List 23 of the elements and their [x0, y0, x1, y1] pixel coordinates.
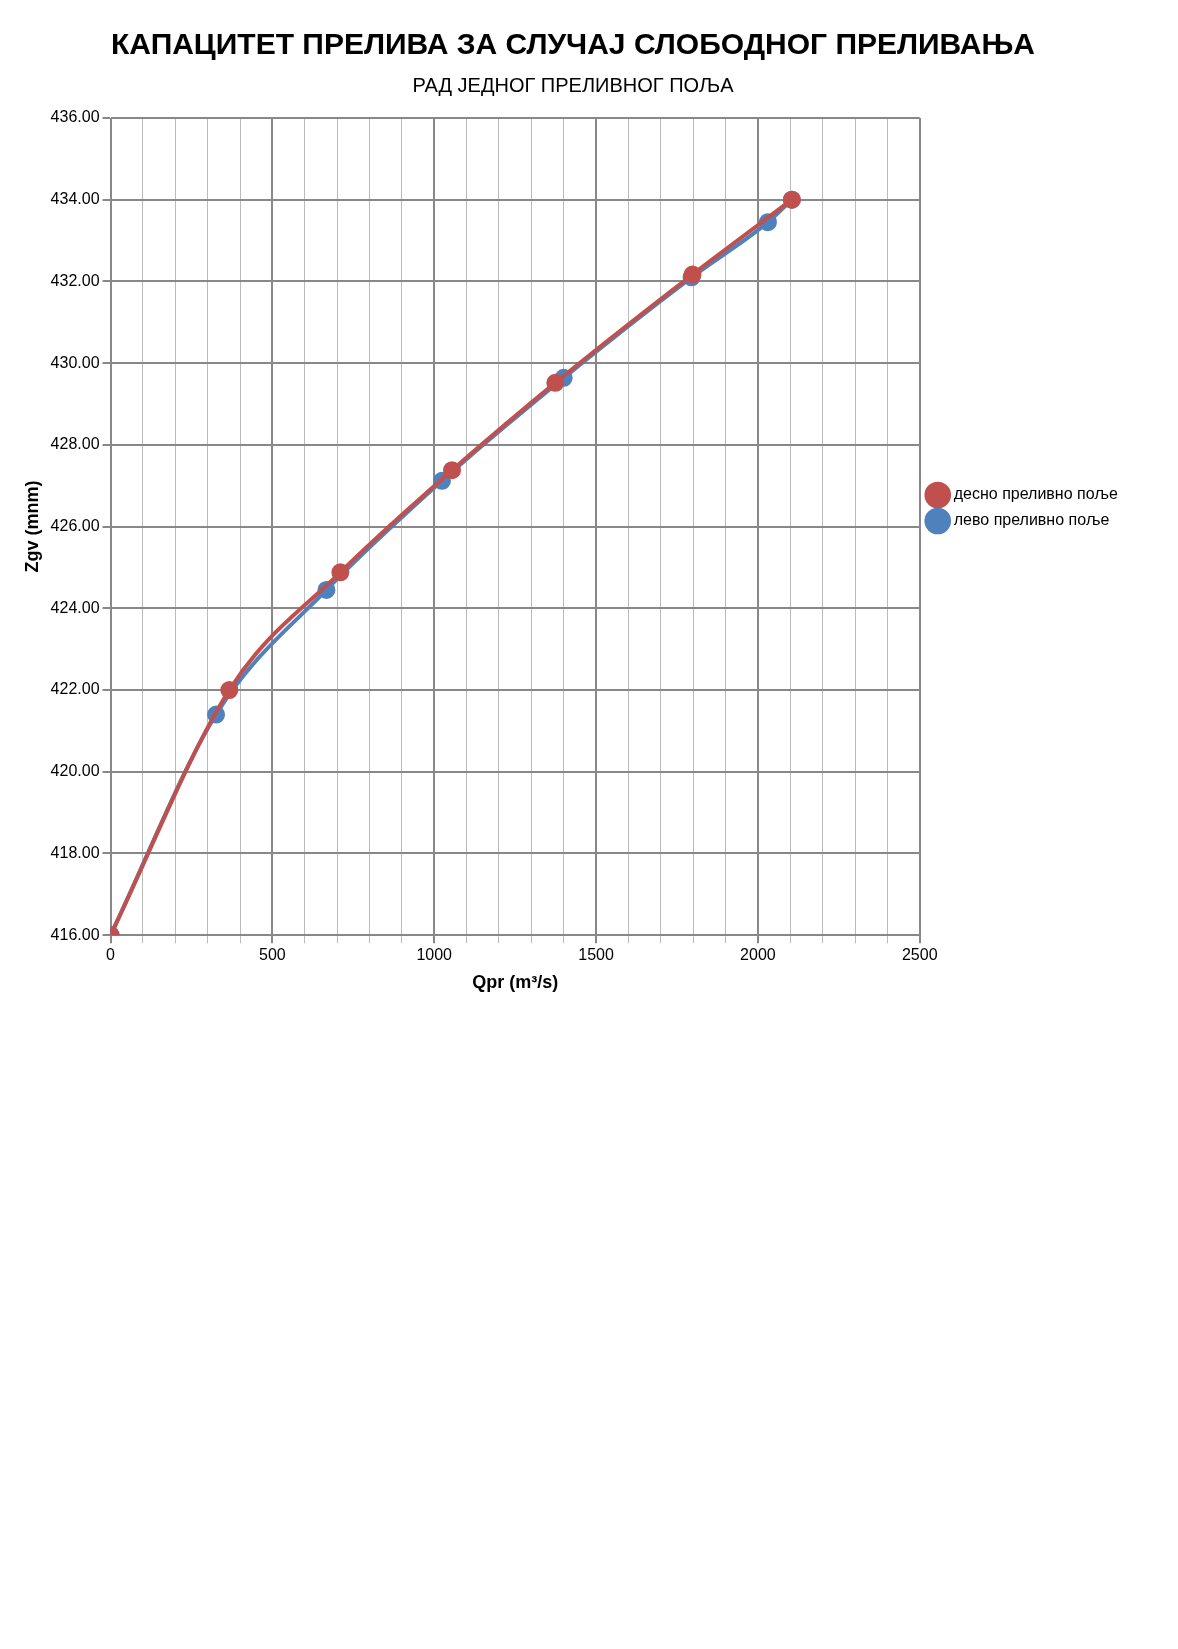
y-tick-label: 430.00	[50, 353, 100, 371]
y-tick-label: 434.00	[50, 190, 100, 208]
y-tick-label: 436.00	[50, 108, 100, 126]
legend-label: лево преливно поље	[953, 511, 1110, 529]
y-tick-label: 428.00	[50, 435, 100, 453]
x-tick-label: 1000	[416, 946, 453, 964]
y-tick-label: 422.00	[50, 680, 100, 698]
y-tick-label: 420.00	[50, 762, 100, 780]
legend-label: десно преливно поље	[953, 485, 1119, 503]
y-tick-label: 418.00	[50, 843, 100, 861]
x-tick-label: 2500	[901, 946, 938, 964]
y-tick-label: 426.00	[50, 517, 100, 535]
x-tick-label: 500	[259, 946, 286, 964]
y-tick-label: 416.00	[50, 925, 100, 943]
x-tick-label: 1500	[578, 946, 614, 964]
x-tick-label: 2000	[740, 946, 776, 964]
x-axis-title: Qpr (m³/s)	[472, 972, 559, 993]
chart-title: КАПАЦИТЕТ ПРЕЛИВА ЗА СЛУЧАЈ СЛОБОДНОГ ПРЕЛИВАЊА	[111, 27, 1035, 61]
y-axis-title: Zgv (mnm)	[21, 480, 42, 573]
y-tick-label: 424.00	[50, 598, 100, 616]
x-tick-label: 0	[106, 946, 116, 964]
y-tick-label: 432.00	[50, 271, 100, 289]
chart-subtitle: РАД ЈЕДНОГ ПРЕЛИВНОГ ПОЉА	[412, 73, 735, 96]
